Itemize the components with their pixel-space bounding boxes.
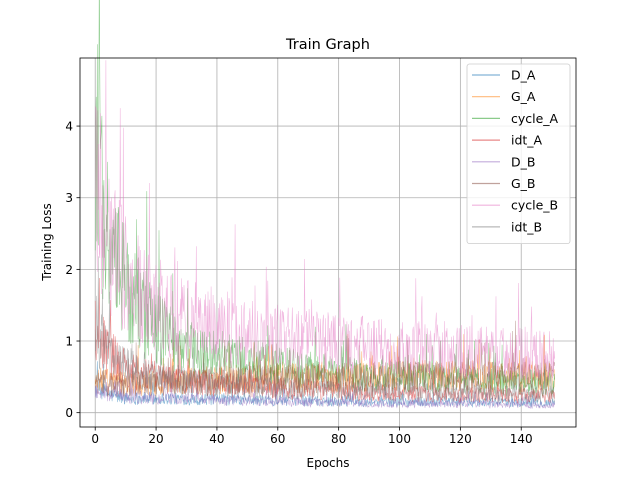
x-axis-label: Epochs — [307, 456, 350, 470]
series-layer — [94, 0, 555, 410]
series-line-d-b — [94, 375, 555, 410]
x-tick-label: 20 — [148, 432, 163, 446]
x-tick-label: 120 — [449, 432, 472, 446]
x-tick-label: 0 — [91, 432, 99, 446]
legend-label: cycle_A — [511, 111, 559, 126]
x-tick-label: 80 — [331, 432, 346, 446]
legend: D_A G_A cycle_A idt_A D_B G_B cycle_B idt_B — [466, 63, 571, 245]
x-tick-label: 40 — [209, 432, 224, 446]
x-tick-label: 140 — [510, 432, 533, 446]
axes-frame — [79, 57, 577, 428]
series-line-cycle-a — [94, 0, 555, 397]
legend-label: D_B — [511, 154, 535, 169]
y-tick-label: 2 — [65, 263, 73, 277]
y-tick-label: 3 — [65, 191, 73, 205]
legend-box — [466, 63, 571, 245]
legend-label: G_B — [511, 176, 536, 191]
y-axis-label: Training Loss — [40, 203, 54, 281]
ticks: 0 20 40 60 80 100 120 140 0 1 2 3 4 — [65, 120, 532, 446]
legend-label: D_A — [511, 68, 536, 83]
legend-label: idt_B — [511, 219, 542, 234]
y-tick-label: 0 — [65, 406, 73, 420]
x-tick-label: 100 — [388, 432, 411, 446]
legend-label: idt_A — [511, 133, 543, 148]
x-tick-label: 60 — [270, 432, 285, 446]
y-tick-label: 4 — [65, 120, 73, 134]
chart-title: Train Graph — [285, 37, 370, 53]
series-line-cycle-b — [94, 60, 555, 381]
legend-label: cycle_B — [511, 198, 558, 213]
series-line-idt-b — [94, 256, 555, 403]
y-tick-label: 1 — [65, 335, 73, 349]
legend-label: G_A — [511, 89, 536, 104]
